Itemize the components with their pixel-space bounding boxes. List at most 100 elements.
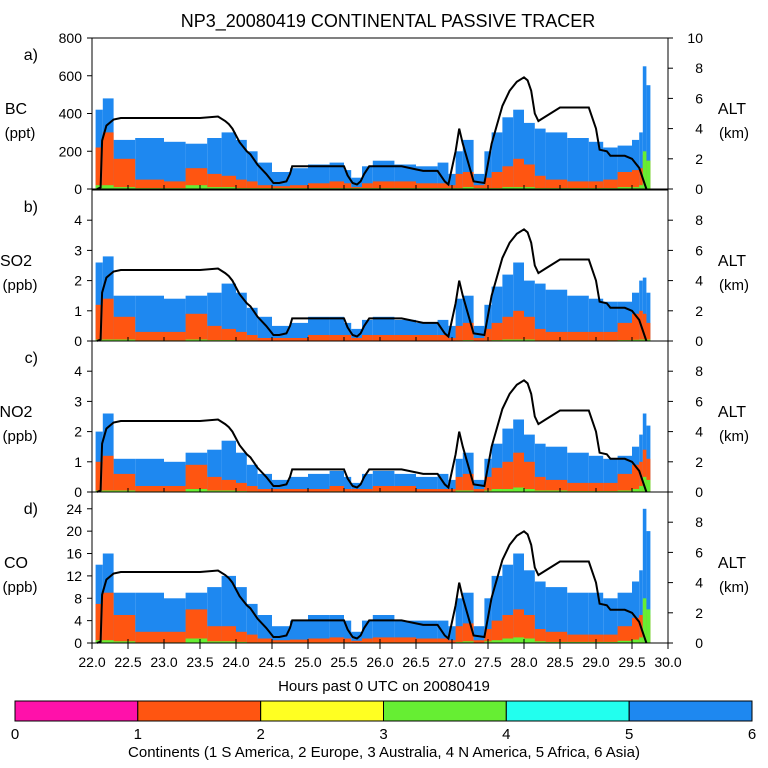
y-tick-label: 400 — [59, 106, 83, 122]
bar-europe-18 — [372, 637, 395, 643]
bar-asia-33 — [567, 592, 589, 643]
bar-asia-7 — [221, 132, 236, 189]
y-tick-label: 4 — [74, 613, 82, 629]
bar-asia-17 — [362, 620, 373, 643]
bar-europe-33 — [567, 634, 589, 643]
bar-asia-11 — [272, 325, 290, 341]
bar-europe-37 — [632, 313, 640, 341]
panel-bc: 0 200 400 600 800 0 2 4 6 8 10 a) BC (ppt) ALT (km) — [5, 30, 749, 197]
x-axis: 22.0 22.5 23.0 23.5 24.0 24.5 25.0 25.5 26.0 26.5… — [78, 643, 682, 670]
y-axis-unit: (ppb) — [2, 277, 37, 294]
bar-europe-27 — [491, 467, 503, 492]
alt-tick-label: 0 — [695, 333, 703, 349]
alt-tick-label: 6 — [695, 544, 703, 560]
y-tick-label: 3 — [74, 393, 82, 409]
bar-europe-36 — [617, 172, 632, 189]
panels-group: 02004006008000246810a)BC(ppt)ALT(km)0123… — [0, 30, 749, 651]
bar-n-28 — [502, 339, 514, 341]
alt-tick-label: 6 — [695, 90, 703, 106]
bar-asia-17 — [362, 319, 373, 341]
colorbar-segment-4 — [505, 700, 630, 722]
colorbar: 0 1 2 3 4 5 6 — [11, 700, 756, 743]
bar-n-29 — [513, 339, 524, 341]
bar-europe-6 — [207, 173, 222, 189]
bar-europe-7 — [221, 479, 236, 492]
y-tick-label: 8 — [74, 590, 82, 606]
bar-europe-28 — [502, 615, 514, 643]
bar-asia-13 — [308, 473, 330, 492]
bar-europe-38 — [639, 168, 643, 189]
bar-europe-7 — [221, 175, 236, 189]
bar-asia-29 — [513, 109, 524, 189]
bar-europe-13 — [308, 638, 330, 643]
bar-europe-32 — [545, 179, 568, 189]
bar-n-39 — [642, 339, 647, 341]
bar-n-2 — [113, 641, 136, 643]
bar-europe-27 — [491, 172, 503, 189]
bar-europe-6 — [207, 626, 222, 643]
bar-asia-27 — [491, 132, 503, 189]
bar-asia-29 — [513, 262, 524, 341]
bar-n-1 — [102, 339, 114, 341]
altitude-line — [96, 379, 648, 493]
bar-europe-39 — [642, 449, 647, 492]
bar-europe-18 — [372, 335, 395, 341]
bar-europe-23 — [455, 626, 463, 643]
bar-europe-30 — [524, 615, 535, 643]
bar-asia-33 — [567, 138, 589, 189]
bar-europe-2 — [113, 316, 136, 341]
bar-asia-24 — [462, 452, 474, 492]
bar-europe-20 — [416, 183, 438, 189]
bar-asia-28 — [502, 117, 514, 189]
bar-europe-4 — [164, 331, 186, 341]
bar-asia-22 — [448, 173, 456, 189]
bar-asia-23 — [455, 598, 463, 643]
bar-n-40 — [646, 479, 651, 492]
bar-asia-23 — [455, 298, 463, 341]
alt-tick-label: 6 — [695, 242, 703, 258]
bar-asia-29 — [513, 553, 524, 643]
bar-asia-9 — [246, 307, 258, 341]
bar-europe-21 — [437, 183, 449, 189]
bar-asia-12 — [290, 620, 308, 643]
alt-axis-unit: (km) — [719, 428, 749, 445]
bar-europe-23 — [455, 173, 463, 189]
y-axis-unit: (ppb) — [2, 428, 37, 445]
bar-europe-40 — [646, 322, 651, 341]
bar-asia-14 — [329, 615, 344, 643]
y-tick-label: 1 — [74, 454, 82, 470]
bar-europe-3 — [135, 179, 164, 189]
y-tick-label: 16 — [66, 546, 82, 562]
bar-n-36 — [617, 490, 632, 492]
bar-asia-37 — [632, 581, 640, 643]
bar-europe-24 — [462, 623, 474, 643]
bar-n-39 — [642, 598, 647, 643]
bar-europe-28 — [502, 316, 514, 341]
y-axis-label: CO — [4, 555, 28, 572]
y-axis-label: SO2 — [0, 253, 32, 270]
x-axis-label: Hours past 0 UTC on 20080419 — [278, 678, 490, 695]
bar-n-31 — [534, 490, 546, 492]
bar-europe-20 — [416, 335, 438, 341]
bar-n-27 — [491, 489, 503, 492]
bar-n-37 — [632, 639, 640, 643]
bar-europe-11 — [272, 186, 290, 189]
bar-europe-40 — [646, 458, 651, 492]
bar-europe-4 — [164, 181, 186, 189]
bar-europe-29 — [513, 158, 524, 189]
bar-europe-8 — [236, 482, 247, 492]
bar-asia-0 — [95, 564, 103, 643]
bar-n-31 — [534, 641, 546, 643]
alt-tick-label: 2 — [695, 454, 703, 470]
bar-europe-11 — [272, 338, 290, 341]
bar-asia-40 — [646, 292, 651, 341]
x-tick-label: 23.5 — [186, 654, 213, 670]
alt-tick-label: 4 — [695, 121, 703, 137]
bar-n-32 — [545, 641, 568, 643]
bar-n-24 — [462, 641, 474, 643]
x-tick-label: 27.5 — [474, 654, 501, 670]
bar-europe-15 — [344, 489, 352, 492]
bar-asia-10 — [257, 316, 272, 341]
bar-n-1 — [102, 185, 114, 189]
bar-europe-14 — [329, 335, 344, 341]
